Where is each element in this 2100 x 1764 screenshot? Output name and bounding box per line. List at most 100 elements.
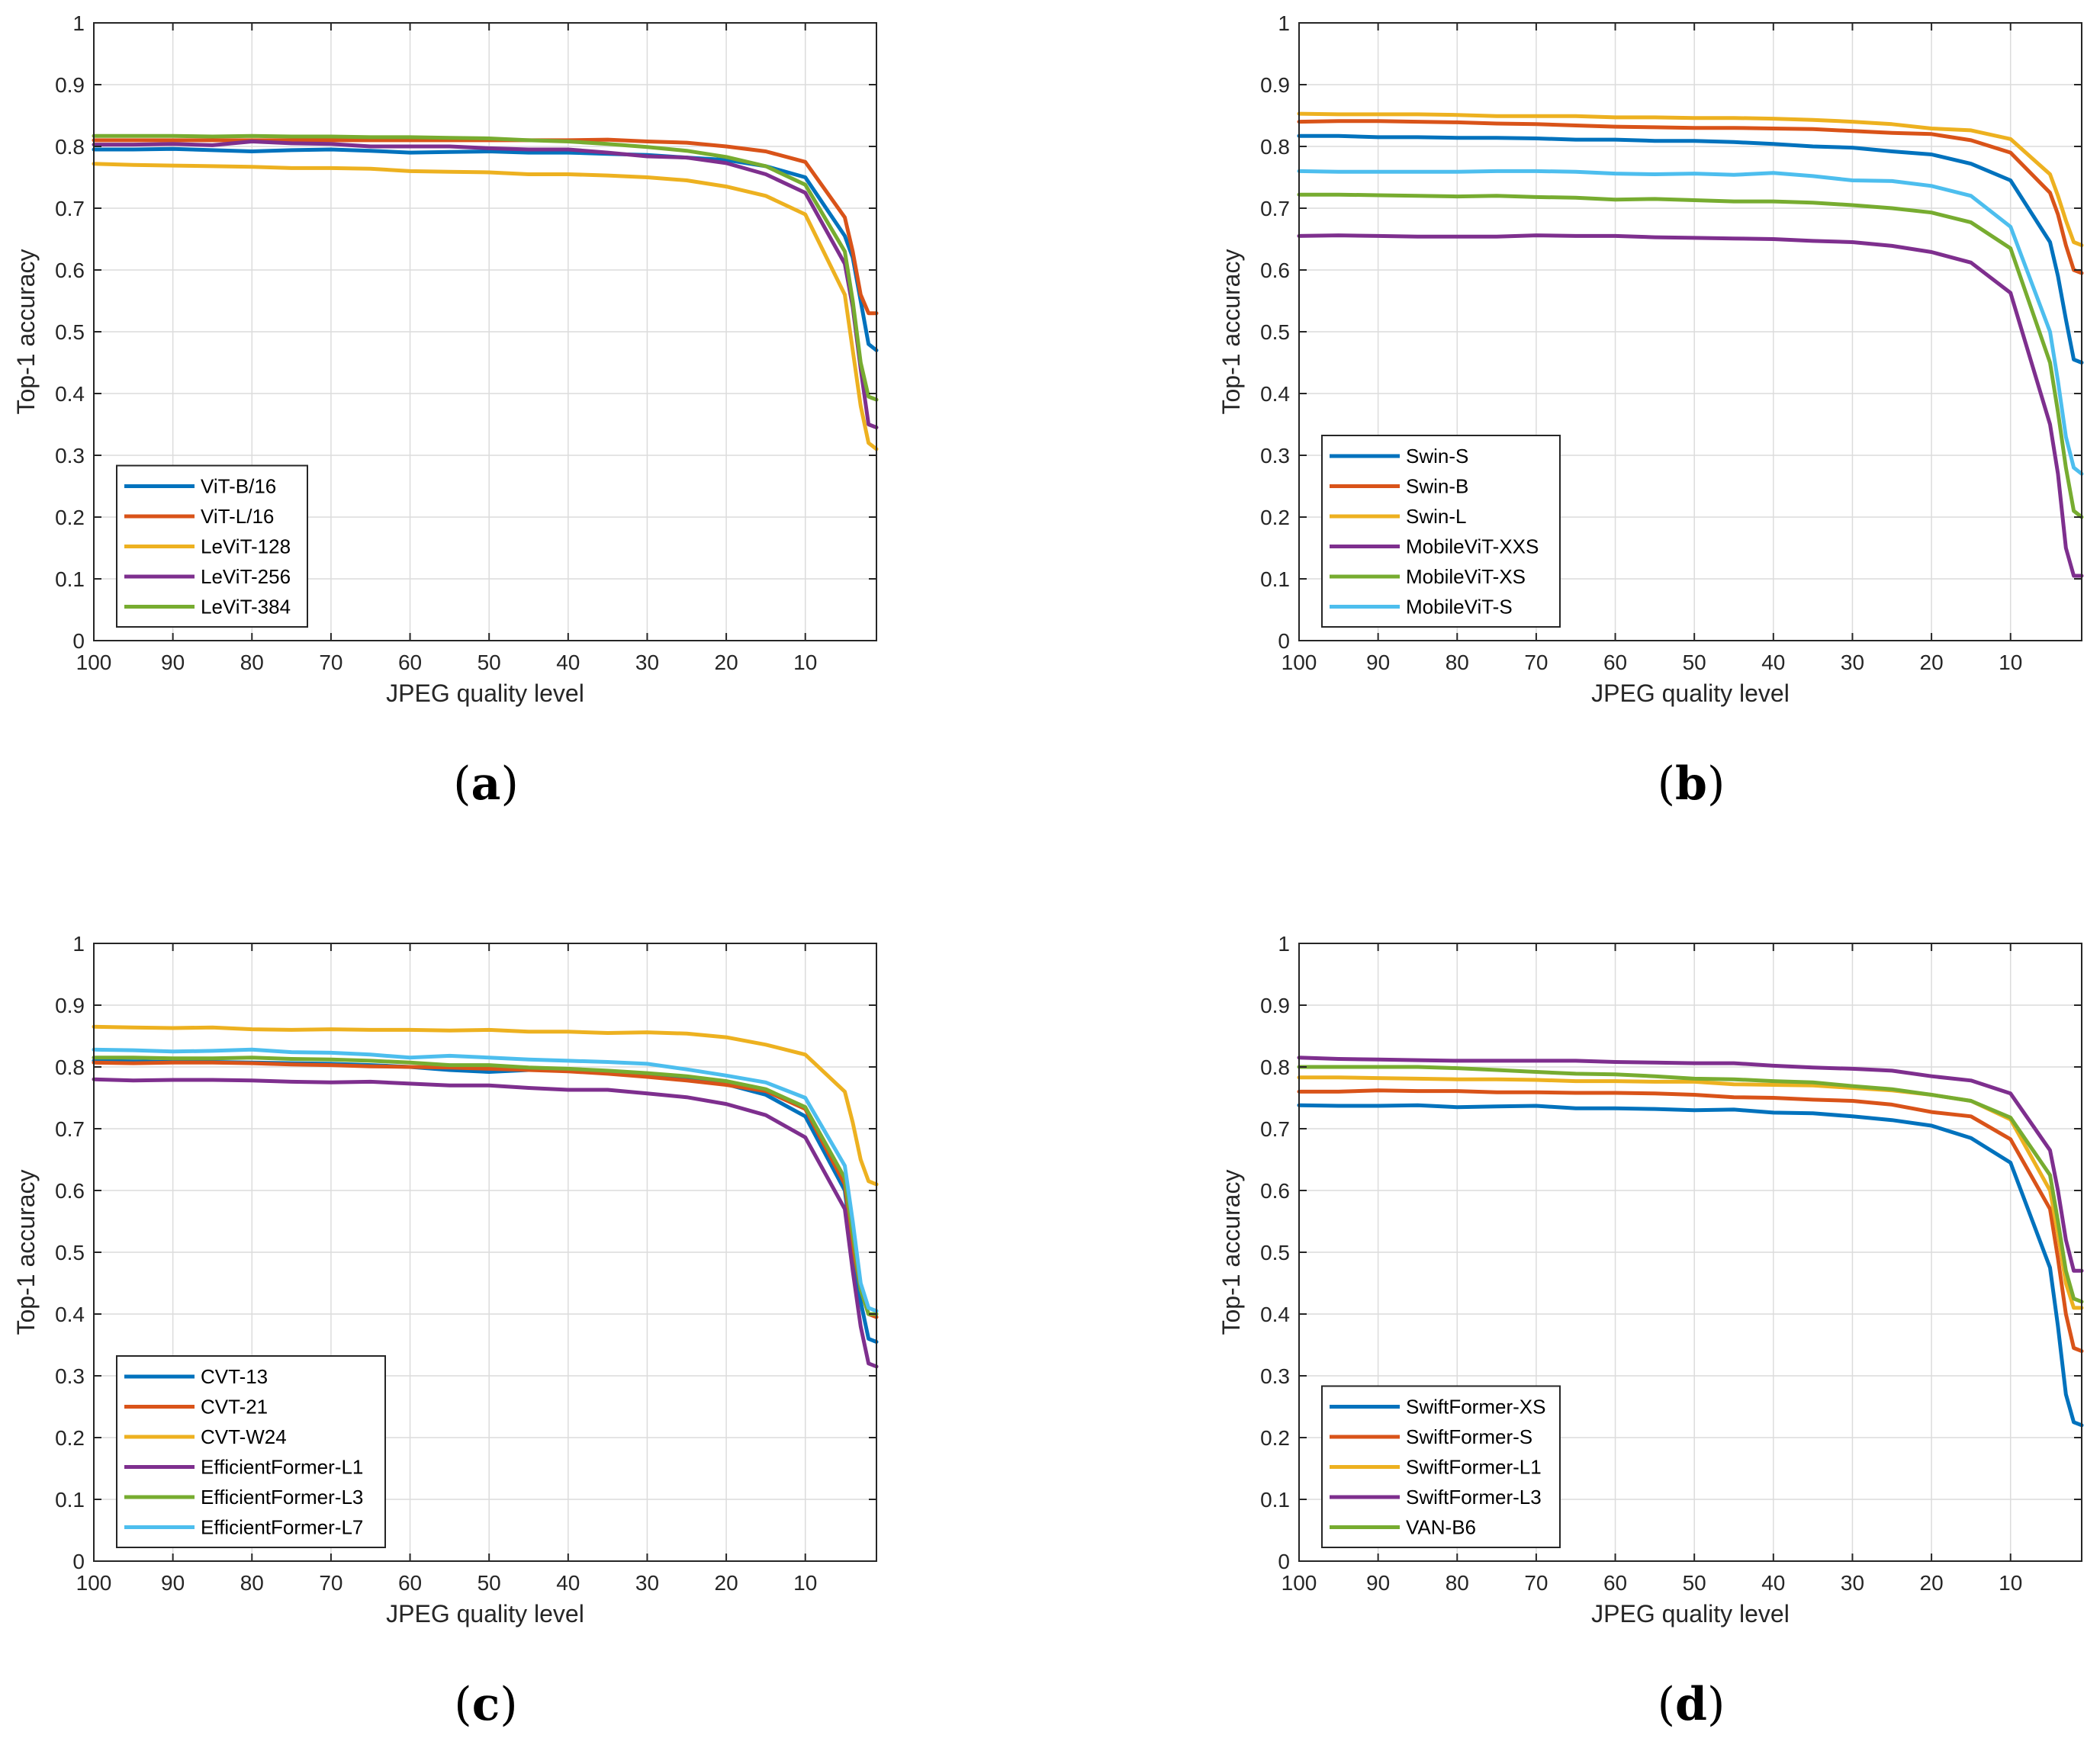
chart-panel-c: 100 90 80 70 60 50 40 30 20 1000.10.20.30.40.50.6…	[12, 932, 879, 1731]
x-tick-label: 100	[76, 1571, 112, 1595]
legend-label-SwiftFormer-XS: SwiftFormer-XS	[1406, 1396, 1545, 1419]
y-tick-label: 0	[1278, 1550, 1290, 1573]
y-tick-label: 0.4	[1260, 1303, 1290, 1326]
x-tick-label: 50	[1683, 651, 1706, 674]
x-tick-label: 40	[556, 651, 580, 674]
panel-label: (b)	[1658, 757, 1725, 811]
y-tick-label: 0.7	[55, 1117, 85, 1141]
chart-panel-a: 100 90 80 70 60 50 40 30 20 1000.10.20.30.40.50.6…	[12, 11, 879, 811]
legend-label-ViT-B/16: ViT-B/16	[201, 475, 276, 498]
legend-box	[1321, 435, 1561, 628]
y-axis-label: Top-1 accuracy	[12, 1170, 40, 1335]
x-tick-label: 60	[398, 651, 422, 674]
series-line-SwiftFormer-L3	[1297, 1056, 2084, 1273]
panel-label: (a)	[453, 757, 519, 811]
y-tick-label: 0.4	[55, 382, 85, 406]
y-tick-label: 0.6	[55, 259, 85, 282]
series-line-SwiftFormer-XS	[1297, 1103, 2084, 1428]
y-tick-label: 0.8	[55, 135, 85, 159]
legend-label-LeViT-256: LeViT-256	[201, 565, 291, 588]
legend-label-CVT-W24: CVT-W24	[201, 1425, 287, 1448]
y-tick-label: 0	[72, 1550, 85, 1573]
legend-label-SwiftFormer-L3: SwiftFormer-L3	[1406, 1486, 1542, 1509]
y-tick-label: 0.9	[55, 994, 85, 1017]
x-tick-label: 30	[635, 1571, 659, 1595]
y-tick-label: 0.8	[1260, 1056, 1290, 1079]
y-tick-label: 1	[72, 11, 85, 35]
y-tick-label: 0.2	[1260, 1426, 1290, 1450]
legend-label-CVT-13: CVT-13	[201, 1365, 268, 1388]
y-tick-label: 0.8	[1260, 135, 1290, 159]
y-tick-label: 0.8	[55, 1056, 85, 1079]
y-tick-label: 0.9	[1260, 994, 1290, 1017]
x-tick-label: 90	[1366, 1571, 1390, 1595]
x-tick-label: 90	[161, 1571, 185, 1595]
x-tick-label: 70	[1524, 651, 1548, 674]
series-line-SwiftFormer-S	[1297, 1088, 2084, 1354]
x-tick-label: 60	[398, 1571, 422, 1595]
series-line-Swin-S	[1297, 133, 2084, 365]
x-tick-label: 90	[161, 651, 185, 674]
y-tick-label: 0.2	[55, 506, 85, 529]
y-tick-label: 1	[1278, 11, 1290, 35]
legend-label-SwiftFormer-L1: SwiftFormer-L1	[1406, 1456, 1542, 1479]
y-tick-label: 0.5	[1260, 1241, 1290, 1264]
y-tick-label: 0.6	[1260, 259, 1290, 282]
series-line-SwiftFormer-L1	[1297, 1075, 2084, 1310]
y-axis-label: Top-1 accuracy	[12, 249, 40, 415]
series-line-Swin-B	[1297, 119, 2084, 275]
x-tick-label: 40	[556, 1571, 580, 1595]
x-axis-label: JPEG quality level	[386, 680, 584, 707]
x-tick-label: 100	[1282, 1571, 1317, 1595]
y-tick-label: 0.1	[1260, 1488, 1290, 1512]
x-tick-label: 20	[1920, 1571, 1944, 1595]
x-tick-label: 10	[793, 651, 817, 674]
panel-label: (d)	[1658, 1678, 1725, 1731]
x-tick-label: 90	[1366, 651, 1390, 674]
x-tick-label: 80	[1446, 1571, 1469, 1595]
legend-label-Swin-B: Swin-B	[1406, 475, 1468, 498]
x-tick-label: 80	[1446, 651, 1469, 674]
series-line-MobileViT-S	[1297, 169, 2084, 476]
panel-label: (c)	[454, 1678, 517, 1731]
y-tick-label: 0	[72, 629, 85, 653]
y-tick-label: 0.7	[1260, 197, 1290, 220]
x-tick-label: 30	[1841, 651, 1864, 674]
y-tick-label: 0.3	[1260, 444, 1290, 468]
x-tick-label: 30	[1841, 1571, 1864, 1595]
x-tick-label: 30	[635, 651, 659, 674]
series-line-EfficientFormer-L7	[92, 1047, 879, 1313]
series-line-ViT-B/16	[92, 146, 879, 352]
x-tick-label: 60	[1603, 1571, 1627, 1595]
chart-panel-b: 100 90 80 70 60 50 40 30 20 1000.10.20.30.40.50.6…	[1217, 11, 2084, 811]
x-tick-label: 80	[240, 1571, 264, 1595]
y-tick-label: 0.5	[55, 1241, 85, 1264]
y-tick-label: 0.4	[1260, 382, 1290, 406]
y-tick-label: 0.1	[55, 1488, 85, 1512]
y-axis-label: Top-1 accuracy	[1217, 249, 1245, 415]
y-tick-label: 0.9	[55, 73, 85, 97]
x-tick-label: 50	[1683, 1571, 1706, 1595]
legend-label-Swin-S: Swin-S	[1406, 445, 1468, 468]
x-axis-label: JPEG quality level	[1591, 680, 1790, 707]
legend-label-EfficientFormer-L3: EfficientFormer-L3	[201, 1486, 363, 1509]
y-axis-label: Top-1 accuracy	[1217, 1170, 1245, 1335]
series-line-CVT-W24	[92, 1024, 879, 1187]
y-tick-label: 0.6	[1260, 1179, 1290, 1203]
x-tick-label: 50	[478, 1571, 501, 1595]
x-tick-label: 10	[793, 1571, 817, 1595]
chart-panel-d: 100 90 80 70 60 50 40 30 20 1000.10.20.30.40.50.6…	[1217, 932, 2084, 1731]
y-tick-label: 1	[1278, 932, 1290, 956]
legend-label-EfficientFormer-L7: EfficientFormer-L7	[201, 1516, 363, 1539]
series-line-MobileViT-XXS	[1297, 233, 2084, 578]
legend-label-EfficientFormer-L1: EfficientFormer-L1	[201, 1456, 363, 1479]
y-tick-label: 1	[72, 932, 85, 956]
legend-label-SwiftFormer-S: SwiftFormer-S	[1406, 1425, 1532, 1448]
y-tick-label: 0.1	[1260, 567, 1290, 591]
y-tick-label: 0.3	[55, 1364, 85, 1388]
x-tick-label: 80	[240, 651, 264, 674]
y-tick-label: 0.5	[1260, 320, 1290, 344]
y-tick-label: 0.7	[1260, 1117, 1290, 1141]
y-tick-label: 0.2	[55, 1426, 85, 1450]
series-line-LeViT-384	[92, 133, 879, 402]
